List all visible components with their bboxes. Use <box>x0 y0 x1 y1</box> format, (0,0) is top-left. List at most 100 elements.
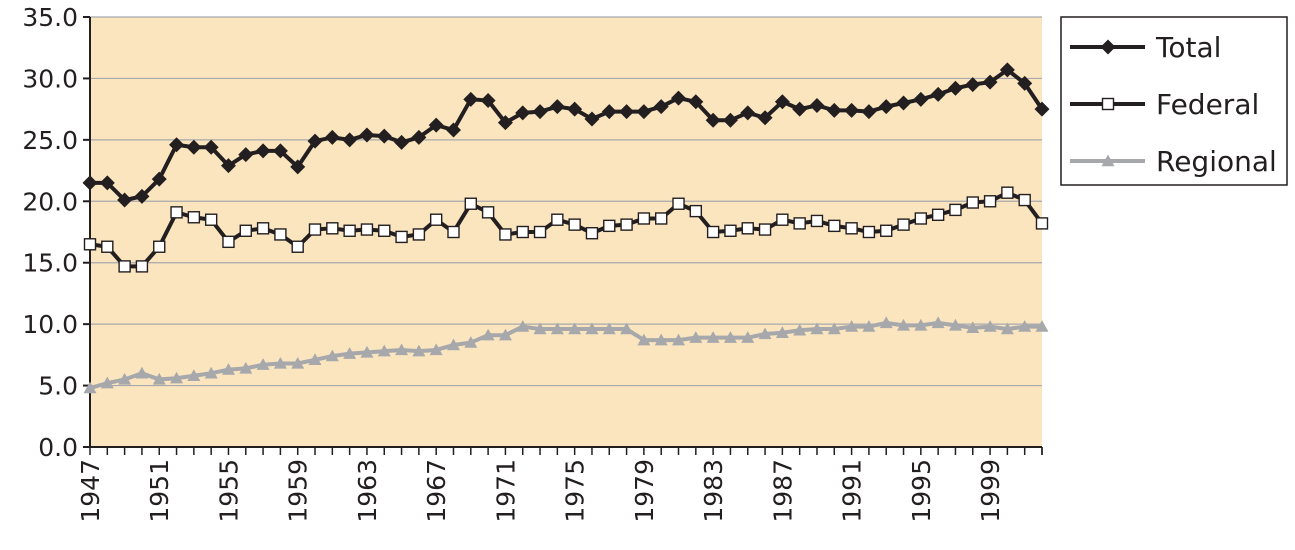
data-point-regional <box>689 331 703 343</box>
data-point-federal <box>239 224 252 237</box>
x-tick-label: 1979 <box>630 459 659 523</box>
data-point-regional <box>966 321 980 334</box>
plot-area <box>90 17 1042 447</box>
x-tick-label: 1947 <box>76 459 105 523</box>
data-point-regional <box>637 333 651 346</box>
data-point-total <box>826 102 842 118</box>
data-point-regional <box>221 363 235 375</box>
series-lines <box>82 62 1050 394</box>
data-point-regional <box>395 343 409 356</box>
data-point-regional <box>135 366 149 379</box>
y-tick-label: 35.0 <box>22 3 78 32</box>
data-point-regional <box>239 361 253 374</box>
data-point-federal <box>395 230 408 244</box>
x-tick-label: 1975 <box>561 459 590 523</box>
data-point-federal <box>914 212 928 225</box>
data-point-federal <box>170 206 183 219</box>
data-point-total <box>151 171 167 187</box>
data-point-total <box>688 94 704 110</box>
data-point-total <box>999 62 1015 78</box>
data-point-total <box>99 175 115 191</box>
data-point-total <box>1017 75 1033 91</box>
data-point-federal <box>1018 193 1031 207</box>
y-tick-label: 30.0 <box>22 64 78 93</box>
legend-label-total: Total <box>1155 31 1221 64</box>
data-point-federal <box>741 222 754 235</box>
data-point-regional <box>602 322 616 335</box>
data-point-regional <box>793 323 807 336</box>
legend-marker-regional <box>1101 154 1115 167</box>
data-point-federal <box>204 213 218 226</box>
data-point-regional <box>325 349 339 362</box>
data-point-federal <box>308 223 322 236</box>
data-point-total <box>532 104 548 120</box>
data-point-regional <box>446 338 460 351</box>
data-point-regional <box>879 316 893 329</box>
data-point-total <box>567 101 583 117</box>
data-point-regional <box>845 320 859 332</box>
y-tick-label: 0.0 <box>38 433 78 462</box>
data-point-federal <box>447 225 460 239</box>
x-tick-label: 1983 <box>699 459 728 523</box>
x-tick-label: 1951 <box>145 459 174 523</box>
data-point-federal <box>153 240 166 253</box>
gridlines <box>90 16 1042 387</box>
legend-marker-total <box>1100 39 1116 55</box>
data-point-federal <box>464 197 477 210</box>
legend: Total Federal Regional <box>1060 16 1288 186</box>
data-point-regional <box>170 371 184 384</box>
data-point-regional <box>1035 320 1049 332</box>
data-point-federal <box>274 228 287 241</box>
data-point-federal <box>499 228 512 241</box>
data-point-total <box>774 94 790 110</box>
data-point-total <box>307 133 323 149</box>
data-point-regional <box>412 344 426 357</box>
data-point-total <box>255 143 271 159</box>
x-tick-label: 1991 <box>838 459 867 523</box>
data-point-regional <box>498 328 512 341</box>
data-point-regional <box>827 322 841 335</box>
data-point-total <box>1034 101 1050 117</box>
data-point-regional <box>775 326 789 338</box>
data-point-total <box>290 159 306 175</box>
data-point-federal <box>83 238 97 251</box>
data-point-total <box>445 122 461 138</box>
data-point-federal <box>845 222 858 235</box>
data-point-total <box>671 90 687 106</box>
y-tick-label: 15.0 <box>22 249 78 278</box>
data-point-total <box>844 102 860 118</box>
data-point-federal <box>412 228 426 241</box>
data-point-federal <box>793 217 806 230</box>
data-point-regional <box>862 320 876 332</box>
data-point-total <box>930 86 946 102</box>
data-point-federal <box>672 197 685 210</box>
data-point-regional <box>83 381 97 394</box>
data-point-regional <box>654 333 668 346</box>
data-point-federal <box>343 224 356 237</box>
data-point-regional <box>187 369 201 381</box>
data-point-total <box>861 104 877 120</box>
data-point-federal <box>533 225 547 239</box>
data-point-total <box>619 104 635 120</box>
data-point-federal <box>620 218 633 231</box>
data-point-total <box>584 111 600 127</box>
data-point-federal <box>983 195 997 208</box>
data-point-federal <box>689 204 703 218</box>
data-point-regional <box>810 322 824 335</box>
data-point-federal <box>706 225 720 239</box>
data-point-federal <box>360 223 374 236</box>
data-point-total <box>601 104 617 120</box>
data-point-total <box>394 134 410 150</box>
data-point-total <box>134 188 150 204</box>
data-point-total <box>913 91 929 107</box>
data-point-federal <box>880 224 893 237</box>
data-point-regional <box>360 345 374 358</box>
data-point-regional <box>308 353 322 365</box>
data-point-regional <box>429 343 443 356</box>
data-point-federal <box>776 213 789 226</box>
data-point-total <box>653 99 669 115</box>
data-point-regional <box>897 318 911 331</box>
data-point-regional <box>931 316 945 329</box>
legend-label-federal: Federal <box>1156 88 1259 121</box>
